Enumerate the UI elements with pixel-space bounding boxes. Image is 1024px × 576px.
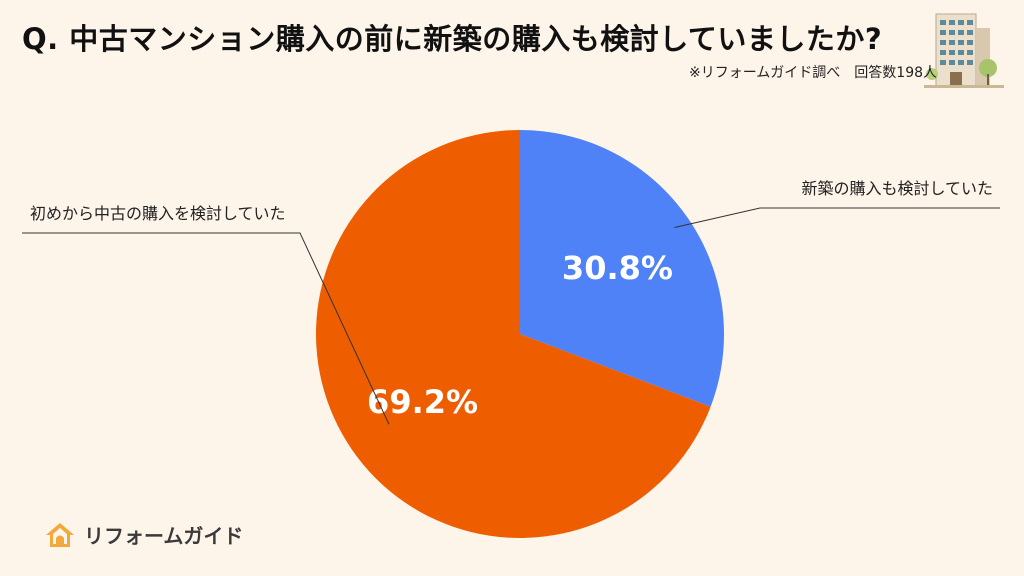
slice-category-label: 新築の購入も検討していた [801, 179, 993, 198]
page-title: Q. 中古マンション購入の前に新築の購入も検討していましたか? [22, 22, 883, 56]
logo-text: リフォームガイド [84, 524, 244, 548]
brand-logo: リフォームガイド [44, 520, 243, 549]
pie-slice [316, 130, 711, 538]
slice-leader-line [674, 207, 1000, 229]
house-logo-icon [46, 522, 74, 547]
slice-value-label: 30.8% [562, 249, 673, 287]
slice-value-label: 69.2% [367, 383, 478, 421]
slice-category-label: 初めから中古の購入を検討していた [30, 204, 286, 223]
apartment-building-icon [924, 13, 1004, 88]
slice-leader-line [22, 232, 390, 425]
source-note: ※リフォームガイド調べ 回答数198人 [689, 65, 938, 81]
pie-slice [520, 130, 724, 407]
